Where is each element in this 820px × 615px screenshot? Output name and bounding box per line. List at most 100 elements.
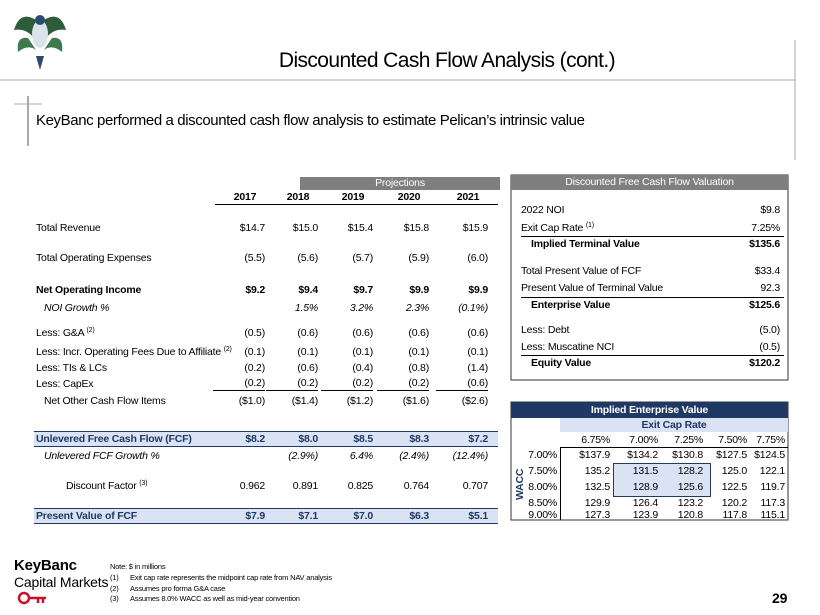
row-label: NOI Growth % xyxy=(44,301,109,315)
valuation-label-text: Equity Value xyxy=(531,357,592,369)
valuation-label-text: Less: Debt xyxy=(521,324,570,336)
cell: $124.5 xyxy=(754,449,785,461)
cell: $127.5 xyxy=(716,449,747,461)
row-label-text: Net Other Cash Flow Items xyxy=(44,395,166,407)
cell: 127.3 xyxy=(584,509,610,521)
row-label-text: NOI Growth % xyxy=(44,302,110,314)
cell: $9.2 xyxy=(245,284,265,296)
subtitle: KeyBanc performed a discounted cash flow… xyxy=(36,112,585,129)
row-label-text: Net Operating Income xyxy=(36,284,142,296)
cell: 6.4% xyxy=(349,450,373,462)
note-marker: (2) xyxy=(110,583,119,593)
row-label-text: Less: TIs & LCs xyxy=(36,362,107,374)
row-label: Discount Factor (3) xyxy=(66,479,147,493)
brand-sub: Capital Markets xyxy=(14,574,109,590)
col-header: 7.00% xyxy=(629,434,658,446)
year-header: 2021 xyxy=(456,191,480,203)
valuation-label-text: Total Present Value of FCF xyxy=(521,265,642,277)
valuation-label-text: Implied Terminal Value xyxy=(531,238,640,250)
cell: 1.5% xyxy=(294,302,318,314)
cell: 119.7 xyxy=(760,481,786,493)
cell: (0.1) xyxy=(297,346,318,358)
cell: (5.6) xyxy=(297,252,318,264)
valuation-value: 7.25% xyxy=(751,222,780,234)
cell: (2.4%) xyxy=(399,450,429,462)
cell: (0.6) xyxy=(408,327,429,339)
cell: (0.6) xyxy=(436,377,488,391)
cell: 122.5 xyxy=(721,481,747,493)
cell: (0.1) xyxy=(244,346,265,358)
cell: $7.0 xyxy=(353,510,373,522)
row-label-text: Total Revenue xyxy=(36,222,101,234)
cell: 129.9 xyxy=(584,497,610,509)
valuation-label: Equity Value xyxy=(531,356,591,370)
projections-header: Projections xyxy=(300,177,500,190)
cell: 0.891 xyxy=(292,480,318,492)
highlight-row xyxy=(34,431,498,447)
row-label-text: Less: Incr. Operating Fees Due to Affili… xyxy=(36,346,221,358)
cell: $14.7 xyxy=(239,222,265,234)
cell: 132.5 xyxy=(584,481,610,493)
row-label: Total Operating Expenses xyxy=(36,251,152,265)
col-header: 7.50% xyxy=(718,434,747,446)
row-label: Less: CapEx xyxy=(36,377,94,391)
row-header: 7.00% xyxy=(528,449,557,461)
row-header: 7.50% xyxy=(528,465,557,477)
cell: 122.1 xyxy=(759,465,785,477)
row-label: Less: G&A (2) xyxy=(36,326,95,340)
cell: 135.2 xyxy=(584,465,610,477)
cell: $137.9 xyxy=(579,449,610,461)
valuation-label: Enterprise Value xyxy=(531,298,610,312)
pelican-logo xyxy=(14,15,66,70)
note-text: Exit cap rate represents the midpoint ca… xyxy=(130,573,332,582)
cell: 120.2 xyxy=(721,497,747,509)
cell: (0.1%) xyxy=(458,302,488,314)
valuation-value: $120.2 xyxy=(749,357,780,369)
cell: (0.6) xyxy=(467,327,488,339)
sensitivity-header: Implied Enterprise Value xyxy=(511,402,788,418)
row-label-text: Discount Factor xyxy=(66,480,137,492)
row-label: Net Other Cash Flow Items xyxy=(44,394,166,408)
row-label: Total Revenue xyxy=(36,221,101,235)
cell: (0.2) xyxy=(244,362,265,374)
col-header: 6.75% xyxy=(581,434,610,446)
label-rule xyxy=(560,448,561,520)
cell: 125.0 xyxy=(721,465,747,477)
page-number: 29 xyxy=(772,590,788,606)
cell: (5.9) xyxy=(408,252,429,264)
cell: $5.1 xyxy=(468,510,488,522)
valuation-label: Total Present Value of FCF xyxy=(521,264,641,278)
row-header: 8.00% xyxy=(528,481,557,493)
cell: 0.707 xyxy=(462,480,488,492)
cell: (6.0) xyxy=(467,252,488,264)
cell: (0.6) xyxy=(297,362,318,374)
year-header: 2018 xyxy=(286,191,310,203)
cell: (0.2) xyxy=(321,377,373,391)
valuation-label: Less: Debt xyxy=(521,323,569,337)
cell: (0.1) xyxy=(352,346,373,358)
cell: ($1.2) xyxy=(346,395,373,407)
row-label-text: Total Operating Expenses xyxy=(36,252,152,264)
year-header: 2017 xyxy=(233,191,257,203)
cell: $15.8 xyxy=(403,222,429,234)
year-header: 2019 xyxy=(341,191,365,203)
row-header: 8.50% xyxy=(528,497,557,509)
superscript: (3) xyxy=(139,480,148,487)
row-label: Unlevered FCF Growth % xyxy=(44,449,160,463)
cell: ($1.4) xyxy=(291,395,318,407)
cell: (0.1) xyxy=(467,346,488,358)
cell: 123.9 xyxy=(632,509,658,521)
rule xyxy=(521,355,784,356)
cell: $7.1 xyxy=(298,510,318,522)
valuation-value: $135.6 xyxy=(749,238,780,250)
cell: (0.8) xyxy=(408,362,429,374)
note-text: Assumes pro forma G&A case xyxy=(130,583,226,593)
row-label: Net Operating Income xyxy=(36,283,141,297)
year-rule xyxy=(215,204,498,205)
superscript: (1) xyxy=(585,222,594,229)
valuation-value: $33.4 xyxy=(754,265,780,277)
note-marker: (1) xyxy=(110,573,119,582)
cell: $8.2 xyxy=(245,433,265,445)
valuation-label: Present Value of Terminal Value xyxy=(521,281,663,295)
cell: $8.5 xyxy=(353,433,373,445)
